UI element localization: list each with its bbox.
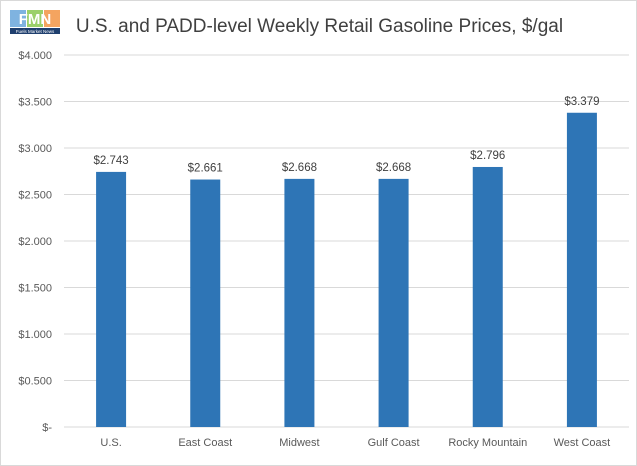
x-tick-label: Gulf Coast bbox=[368, 437, 420, 449]
x-tick-label: West Coast bbox=[554, 437, 611, 449]
y-tick-label: $3.500 bbox=[18, 97, 52, 109]
y-tick-label: $2.500 bbox=[18, 190, 52, 202]
y-tick-label: $- bbox=[42, 422, 52, 434]
x-tick-label: Rocky Mountain bbox=[448, 437, 527, 449]
y-tick-label: $1.000 bbox=[18, 329, 52, 341]
data-label: $2.661 bbox=[188, 163, 223, 175]
y-tick-label: $4.000 bbox=[18, 50, 52, 62]
bar bbox=[284, 178, 315, 427]
bar bbox=[190, 179, 221, 427]
y-tick-label: $0.500 bbox=[18, 376, 52, 388]
y-tick-label: $3.000 bbox=[18, 143, 52, 155]
bar bbox=[96, 171, 127, 427]
data-label: $3.379 bbox=[564, 96, 599, 108]
chart-title: U.S. and PADD-level Weekly Retail Gasoli… bbox=[75, 16, 564, 37]
fmn-logo-icon: FMN Fuels Market News bbox=[9, 9, 61, 35]
y-tick-label: $2.000 bbox=[18, 236, 52, 248]
bar bbox=[566, 112, 597, 428]
x-tick-label: East Coast bbox=[178, 437, 232, 449]
x-tick-label: Midwest bbox=[279, 437, 319, 449]
x-tick-label: U.S. bbox=[100, 437, 121, 449]
logo-text: FMN bbox=[19, 11, 52, 28]
bar bbox=[472, 166, 503, 428]
data-label: $2.743 bbox=[93, 155, 128, 167]
data-label: $2.668 bbox=[376, 162, 411, 174]
y-tick-label: $1.500 bbox=[18, 283, 52, 295]
logo-tagline: Fuels Market News bbox=[16, 29, 55, 34]
data-label: $2.796 bbox=[470, 150, 505, 162]
data-label: $2.668 bbox=[282, 162, 317, 174]
bar bbox=[378, 178, 409, 427]
